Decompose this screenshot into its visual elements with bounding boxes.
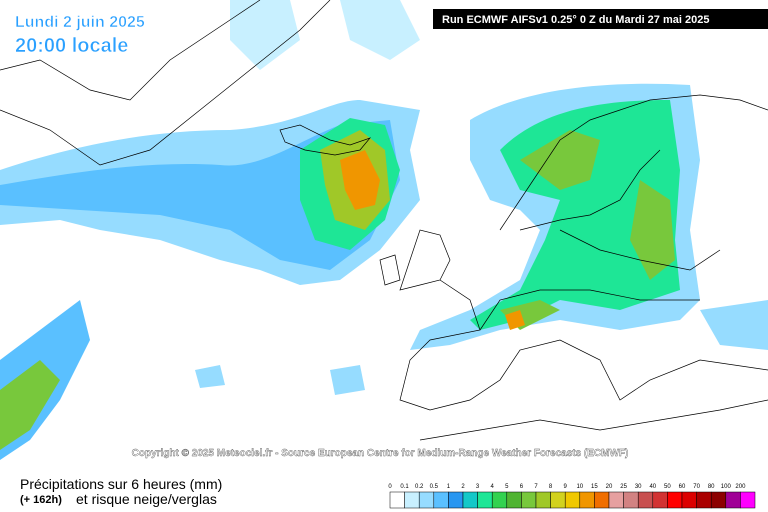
legend-label: 0.2	[415, 484, 424, 490]
legend-swatch	[448, 491, 464, 509]
legend-label: 30	[635, 484, 642, 490]
legend-label: 15	[591, 484, 598, 490]
legend-swatch	[710, 491, 727, 509]
time: 20:00 locale	[15, 35, 128, 57]
legend-label: 100	[721, 484, 732, 490]
legend: 0 0.1 0.2 0.5 1 2 3 4 5 6 7 8 9 10 15 20 25 30 40 50 60 70 80 1…	[388, 484, 756, 509]
run-info: Run ECMWF AIFSv1 0.25° 0 Z du Mardi 27 m…	[442, 14, 709, 26]
legend-swatch	[491, 491, 508, 509]
legend-label: 0.1	[400, 484, 409, 490]
legend-label: 3	[476, 484, 480, 490]
legend-swatch	[725, 491, 741, 509]
date: Lundi 2 juin 2025	[15, 14, 145, 31]
footer-subtitle: et risque neige/verglas	[76, 491, 217, 507]
legend-label: 50	[664, 484, 671, 490]
legend-label: 5	[505, 484, 509, 490]
legend-label: 60	[679, 484, 686, 490]
legend-swatch	[506, 491, 522, 509]
coastlines	[0, 0, 768, 441]
legend-label: 8	[549, 484, 553, 490]
legend-label: 2	[461, 484, 465, 490]
legend-label: 0	[388, 484, 392, 490]
legend-swatch	[535, 491, 551, 509]
legend-label: 40	[649, 484, 656, 490]
legend-swatch	[652, 491, 668, 509]
legend-label: 4	[491, 484, 495, 490]
legend-swatch	[550, 491, 566, 509]
legend-label: 10	[576, 484, 583, 490]
legend-label: 25	[620, 484, 627, 490]
legend-label: 0.5	[430, 484, 439, 490]
legend-label: 70	[693, 484, 700, 490]
legend-swatch	[696, 491, 712, 509]
legend-swatch	[637, 491, 654, 509]
legend-label: 200	[735, 484, 746, 490]
copyright: Copyright © 2025 Meteociel.fr - Source E…	[132, 448, 629, 459]
run-box	[433, 9, 768, 29]
footer-title: Précipitations sur 6 heures (mm)	[20, 476, 222, 492]
lead-time: (+ 162h)	[20, 494, 62, 506]
legend-swatch	[608, 491, 624, 509]
legend-swatch	[740, 491, 756, 509]
precipitation	[0, 0, 768, 460]
legend-label: 80	[708, 484, 715, 490]
legend-swatch	[418, 491, 435, 509]
legend-swatch	[667, 491, 683, 509]
legend-label: 9	[564, 484, 568, 490]
legend-swatch	[477, 491, 493, 509]
legend-swatch	[462, 491, 478, 509]
legend-label: 20	[606, 484, 613, 490]
legend-swatch	[404, 491, 420, 509]
legend-swatch	[389, 491, 405, 509]
legend-label: 7	[534, 484, 538, 490]
legend-swatch	[579, 491, 595, 509]
legend-label: 6	[520, 484, 524, 490]
legend-swatch	[681, 491, 697, 509]
legend-swatch	[521, 491, 537, 509]
legend-swatch	[623, 491, 639, 509]
legend-swatch	[433, 491, 449, 509]
legend-swatch	[594, 491, 610, 509]
legend-swatch	[564, 491, 581, 509]
legend-label: 1	[447, 484, 451, 490]
